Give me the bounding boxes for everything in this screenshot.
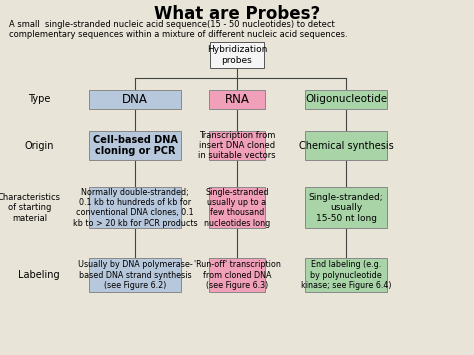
Text: Origin: Origin: [24, 141, 54, 151]
Text: Type: Type: [27, 94, 50, 104]
Text: Characteristics
of starting
material: Characteristics of starting material: [0, 193, 61, 223]
FancyBboxPatch shape: [304, 258, 387, 292]
Text: End labeling (e.g.
by polynucleotide
kinase; see Figure 6.4): End labeling (e.g. by polynucleotide kin…: [301, 260, 391, 290]
FancyBboxPatch shape: [209, 89, 265, 109]
Text: What are Probes?: What are Probes?: [154, 5, 320, 23]
Text: DNA: DNA: [122, 93, 148, 106]
FancyBboxPatch shape: [209, 131, 265, 160]
FancyBboxPatch shape: [209, 258, 265, 292]
Text: Oligonucleotide: Oligonucleotide: [305, 94, 387, 104]
FancyBboxPatch shape: [89, 258, 181, 292]
FancyBboxPatch shape: [304, 187, 387, 228]
Text: A small  single-stranded nucleic acid sequence(15 - 50 nucleotides) to detect
co: A small single-stranded nucleic acid seq…: [9, 20, 348, 39]
Text: RNA: RNA: [225, 93, 249, 106]
FancyBboxPatch shape: [89, 89, 181, 109]
FancyBboxPatch shape: [209, 187, 265, 228]
Text: 'Run-off' transcription
from cloned DNA
(see Figure 6.3): 'Run-off' transcription from cloned DNA …: [193, 260, 281, 290]
Text: Cell-based DNA
cloning or PCR: Cell-based DNA cloning or PCR: [92, 135, 178, 156]
FancyBboxPatch shape: [304, 131, 387, 160]
Text: Hybridization
probes: Hybridization probes: [207, 45, 267, 65]
Text: Single-stranded;
usually
15-50 nt long: Single-stranded; usually 15-50 nt long: [309, 193, 383, 223]
Text: Chemical synthesis: Chemical synthesis: [299, 141, 393, 151]
FancyBboxPatch shape: [89, 131, 181, 160]
Text: Usually by DNA polymerase-
based DNA strand synthesis
(see Figure 6.2): Usually by DNA polymerase- based DNA str…: [78, 260, 192, 290]
Text: Normally double-stranded;
0.1 kb to hundreds of kb for
conventional DNA clones, : Normally double-stranded; 0.1 kb to hund…: [73, 187, 197, 228]
Text: Labeling: Labeling: [18, 270, 60, 280]
FancyBboxPatch shape: [210, 42, 264, 68]
FancyBboxPatch shape: [89, 187, 181, 228]
Text: Single-stranded
usually up to a
few thousand
nucleotides long: Single-stranded usually up to a few thou…: [204, 187, 270, 228]
Text: Transcription from
insert DNA cloned
in suitable vectors: Transcription from insert DNA cloned in …: [198, 131, 276, 160]
FancyBboxPatch shape: [304, 89, 387, 109]
